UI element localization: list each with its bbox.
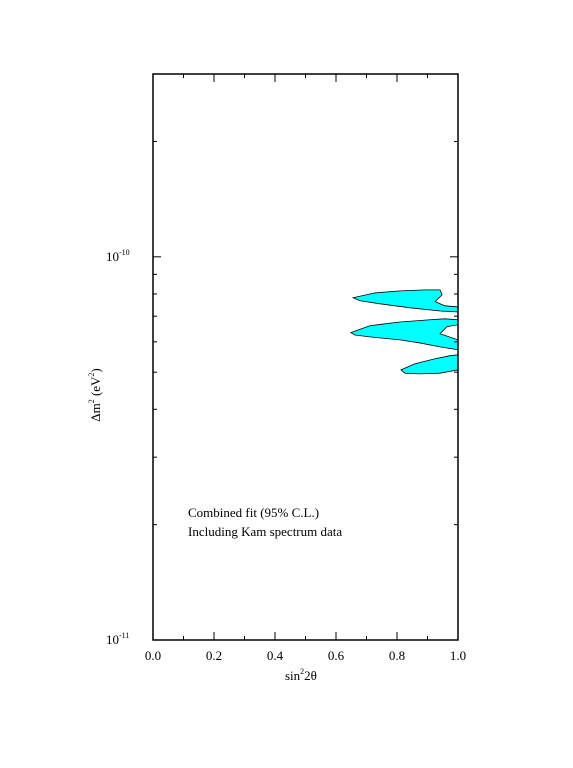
y-tick-exponent: -11 — [119, 631, 129, 640]
annotation: Combined fit (95% C.L.) — [188, 505, 319, 520]
x-tick-label: 0.8 — [389, 648, 405, 663]
y-tick-base: 10 — [106, 632, 119, 647]
x-tick-label: 0.2 — [206, 648, 222, 663]
x-axis-label: sin22θ — [285, 667, 317, 683]
y-tick-label: 10-11 — [106, 631, 129, 647]
contour-region — [351, 289, 459, 313]
contour-region — [400, 354, 459, 375]
x-tick-label: 1.0 — [450, 648, 466, 663]
plot-frame — [152, 73, 459, 641]
y-axis-label: Δm2 (eV2) — [87, 368, 103, 422]
y-tick-base: 10 — [106, 249, 119, 264]
x-tick-label: 0.0 — [145, 648, 161, 663]
y-tick-label: 10-10 — [106, 248, 130, 264]
annotation: Including Kam spectrum data — [188, 524, 342, 539]
x-tick-label: 0.4 — [267, 648, 284, 663]
y-tick-exponent: -10 — [119, 248, 130, 257]
contour-region — [350, 318, 459, 351]
x-tick-label: 0.6 — [328, 648, 345, 663]
